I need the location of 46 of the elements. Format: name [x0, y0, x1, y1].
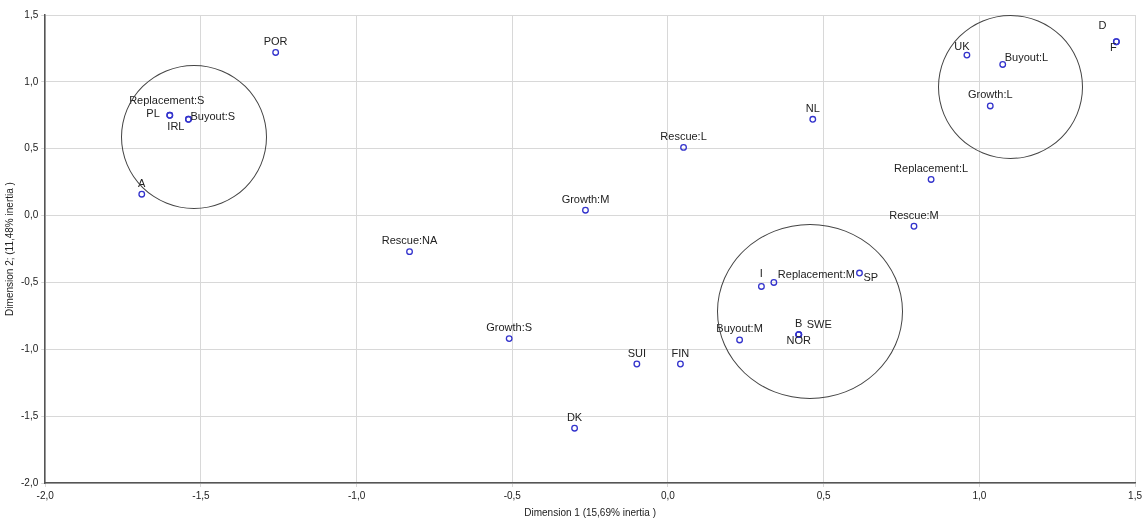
annotation: Buyout:L: [1004, 51, 1049, 64]
y-tick-label: 0,5: [24, 142, 39, 154]
x-tick-label: 0,5: [816, 489, 832, 501]
y-tick-label: -0,5: [21, 276, 39, 288]
annotation: POR: [263, 34, 288, 47]
annotation: NL: [805, 101, 820, 114]
annotation: FIN: [671, 346, 690, 359]
annotation: B: [795, 317, 803, 330]
annotation: Rescue:NA: [381, 234, 439, 247]
x-tick-label: -0,5: [503, 489, 522, 501]
annotation: Replacement:S: [129, 93, 205, 106]
annotation: Replacement:L: [894, 162, 969, 174]
annotation: Rescue:L: [660, 129, 707, 142]
annotation: SWE: [806, 318, 832, 331]
annotation: I: [759, 266, 763, 279]
y-axis-title: Dimension 2; (11,48% inertia ): [3, 182, 15, 316]
annotation: A: [138, 176, 147, 189]
y-tick-label: 1,5: [24, 8, 39, 20]
annotation: SP: [863, 270, 879, 283]
annotation: Growth:L: [967, 88, 1013, 101]
y-tick-label: -1,5: [21, 409, 39, 421]
annotation: Buyout:M: [716, 322, 763, 335]
annotation: Buyout:S: [190, 109, 236, 122]
y-tick-label: 1,0: [24, 75, 39, 87]
x-tick-label: 0,0: [661, 489, 676, 501]
x-axis-title: Dimension 1 (15,69% inertia ): [524, 506, 657, 518]
annotation: PL: [146, 106, 160, 119]
annotation: NOR: [786, 334, 812, 347]
annotation: Growth:M: [561, 192, 610, 205]
annotation: Growth:S: [486, 321, 533, 334]
x-tick-label: -1,0: [347, 489, 366, 501]
y-tick-label: -2,0: [21, 476, 39, 488]
x-tick-label: 1,5: [1128, 489, 1143, 501]
annotation: Replacement:M: [777, 267, 855, 280]
annotation: D: [1098, 19, 1107, 32]
annotation: DK: [566, 410, 583, 423]
annotation: UK: [954, 39, 971, 52]
annotation: SUI: [627, 346, 647, 359]
annotation: IRL: [167, 119, 185, 132]
x-tick-label: 1,0: [972, 489, 987, 501]
annotation: Rescue:M: [889, 208, 939, 221]
x-tick-label: -2,0: [36, 489, 55, 501]
x-tick-label: -1,5: [192, 489, 210, 501]
annotation: F: [1110, 41, 1117, 54]
y-tick-label: 0,0: [24, 209, 39, 221]
y-tick-label: -1,0: [21, 343, 39, 355]
